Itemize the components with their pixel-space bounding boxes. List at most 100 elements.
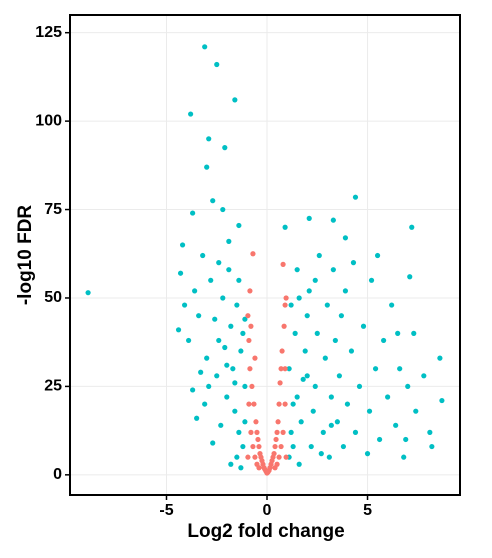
y-tick-label: 25 [44, 378, 62, 395]
point [224, 394, 230, 400]
point [342, 235, 349, 241]
point [252, 355, 258, 361]
point [306, 215, 312, 221]
point [214, 61, 220, 68]
y-tick-label: 100 [35, 112, 62, 129]
point [228, 323, 234, 329]
point [296, 295, 302, 301]
point [240, 330, 246, 336]
point [214, 373, 220, 379]
point [177, 270, 184, 276]
point [247, 288, 253, 294]
point [282, 401, 288, 407]
point [421, 373, 427, 379]
point [308, 443, 314, 450]
point [242, 383, 248, 390]
point [224, 362, 230, 368]
point [232, 380, 238, 386]
point [401, 454, 407, 460]
point [234, 454, 240, 460]
point [175, 327, 182, 333]
point [202, 401, 208, 407]
point [234, 302, 240, 308]
point [188, 111, 194, 117]
point [238, 348, 244, 354]
y-tick-label: 50 [44, 289, 62, 306]
point [232, 97, 238, 103]
point [218, 422, 224, 428]
point [179, 242, 186, 248]
point [294, 394, 300, 400]
point [276, 454, 282, 460]
point [85, 290, 91, 296]
point [247, 366, 253, 372]
y-axis-title: -log10 FDR [15, 205, 36, 306]
point [236, 277, 242, 283]
point [194, 415, 200, 421]
point [274, 429, 280, 435]
point [304, 313, 310, 319]
point [312, 277, 318, 283]
point [206, 136, 212, 142]
point [222, 344, 228, 351]
point [366, 408, 373, 414]
point [286, 366, 292, 372]
plot-background [70, 15, 460, 495]
point [298, 419, 304, 425]
point [338, 313, 344, 319]
point [340, 443, 347, 450]
point [280, 261, 286, 267]
point [342, 288, 349, 294]
point [230, 366, 236, 372]
point [248, 429, 254, 435]
point [330, 267, 336, 273]
point [288, 302, 294, 308]
point [275, 419, 281, 425]
point [254, 429, 260, 435]
x-tick-label: -5 [159, 502, 173, 519]
point [276, 401, 282, 407]
point [320, 429, 326, 435]
point [196, 313, 202, 319]
point [336, 373, 342, 379]
point [302, 348, 308, 354]
x-axis-title: Log2 fold change [187, 521, 344, 542]
point [318, 451, 324, 457]
point [210, 198, 216, 204]
point [212, 316, 218, 322]
point [190, 387, 196, 393]
point [252, 454, 258, 460]
plot-frame [69, 14, 461, 496]
point [300, 376, 306, 382]
point [393, 422, 399, 428]
point [181, 302, 188, 308]
point [413, 408, 419, 414]
point [334, 419, 340, 425]
point [397, 366, 403, 372]
point [249, 383, 255, 390]
point [216, 337, 222, 344]
point [283, 454, 289, 460]
point [220, 295, 226, 301]
point [246, 401, 252, 407]
point [273, 436, 279, 443]
y-tick-label: 75 [44, 201, 62, 218]
point [226, 267, 232, 273]
point [246, 337, 252, 344]
point [220, 206, 226, 213]
point [310, 408, 316, 414]
point [439, 397, 445, 404]
point [294, 267, 300, 273]
point [256, 443, 262, 450]
point [352, 429, 359, 435]
point [290, 401, 296, 407]
point [216, 260, 222, 266]
point [385, 394, 391, 400]
point [226, 238, 232, 244]
point [202, 44, 208, 50]
point [274, 461, 280, 467]
point [282, 224, 288, 230]
point [242, 316, 248, 322]
point [250, 251, 256, 257]
point [292, 330, 298, 336]
